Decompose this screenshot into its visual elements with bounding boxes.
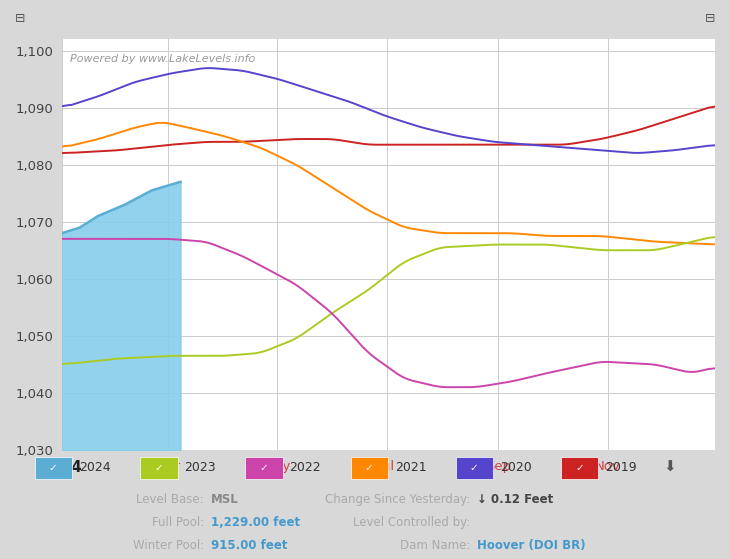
Text: ⬇: ⬇ <box>664 460 677 475</box>
Text: Winter Pool:: Winter Pool: <box>133 539 204 552</box>
Text: ✓: ✓ <box>259 462 268 472</box>
Text: Change Since Yesterday:: Change Since Yesterday: <box>325 493 470 506</box>
FancyBboxPatch shape <box>245 457 283 479</box>
Text: Level Controlled by:: Level Controlled by: <box>353 516 470 529</box>
Text: ⊟: ⊟ <box>15 12 25 25</box>
Text: Hoover (DOI BR): Hoover (DOI BR) <box>477 539 585 552</box>
Text: ✓: ✓ <box>364 462 373 472</box>
FancyBboxPatch shape <box>456 457 493 479</box>
Text: 2019: 2019 <box>605 461 637 474</box>
Text: ↓ 0.12 Feet: ↓ 0.12 Feet <box>477 493 553 506</box>
FancyBboxPatch shape <box>561 457 599 479</box>
Text: Powered by www.LakeLevels.info: Powered by www.LakeLevels.info <box>70 54 256 64</box>
Text: Full Pool:: Full Pool: <box>152 516 204 529</box>
Text: 915.00 feet: 915.00 feet <box>211 539 288 552</box>
Text: 2022: 2022 <box>290 461 321 474</box>
Text: 2020: 2020 <box>500 461 531 474</box>
Text: 2021: 2021 <box>395 461 426 474</box>
Text: MSL: MSL <box>211 493 239 506</box>
Text: 1,229.00 feet: 1,229.00 feet <box>211 516 300 529</box>
FancyBboxPatch shape <box>35 457 72 479</box>
Text: Dam Name:: Dam Name: <box>400 539 470 552</box>
Text: ⊟: ⊟ <box>705 12 715 25</box>
Text: ✓: ✓ <box>154 462 163 472</box>
Text: 2023: 2023 <box>184 461 216 474</box>
FancyBboxPatch shape <box>140 457 177 479</box>
Text: ✓: ✓ <box>470 462 479 472</box>
Text: ✓: ✓ <box>575 462 584 472</box>
Text: 2024: 2024 <box>79 461 111 474</box>
Text: Level Base:: Level Base: <box>137 493 204 506</box>
FancyBboxPatch shape <box>350 457 388 479</box>
Text: ✓: ✓ <box>49 462 58 472</box>
